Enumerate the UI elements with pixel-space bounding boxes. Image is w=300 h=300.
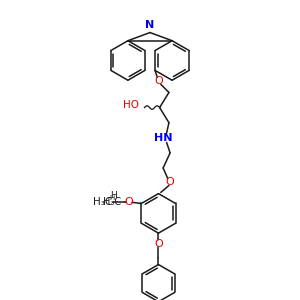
Text: HO: HO	[123, 100, 139, 110]
Text: H₃C: H₃C	[103, 197, 122, 207]
Text: HN: HN	[154, 133, 172, 143]
Text: H: H	[110, 191, 117, 200]
Text: O: O	[154, 76, 163, 86]
Text: H₃C: H₃C	[93, 197, 112, 207]
Text: H: H	[109, 195, 115, 201]
Text: O: O	[124, 197, 133, 207]
Text: O: O	[166, 177, 175, 187]
Text: O: O	[154, 238, 163, 249]
Text: N: N	[146, 20, 154, 30]
